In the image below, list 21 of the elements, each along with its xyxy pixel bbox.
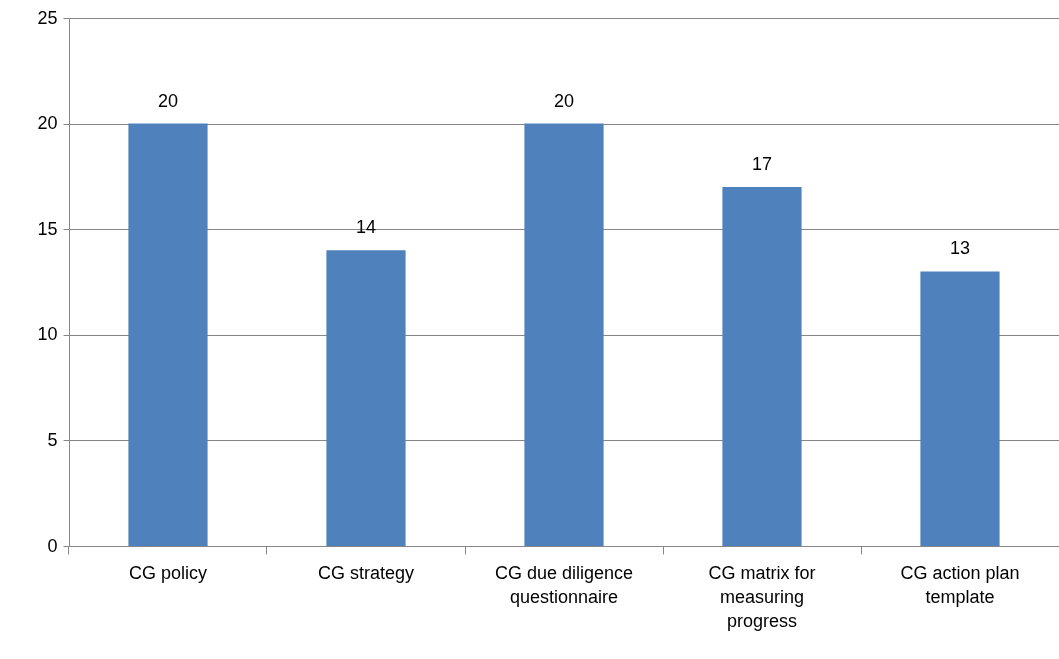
y-tick-label: 10 xyxy=(37,324,58,345)
data-label: 13 xyxy=(949,238,971,259)
y-tick-label: 25 xyxy=(37,7,58,28)
bar xyxy=(326,250,406,546)
data-label: 20 xyxy=(553,90,575,111)
x-tick-label: CG policy xyxy=(128,562,208,583)
y-tick-label: 0 xyxy=(47,535,58,556)
y-tick-label: 15 xyxy=(37,218,58,239)
data-label: 20 xyxy=(157,90,179,111)
bar xyxy=(128,123,208,546)
data-label: 17 xyxy=(751,153,773,174)
y-tick-label: 20 xyxy=(37,113,58,134)
y-tick-label: 5 xyxy=(47,429,58,450)
x-tick-label: CG due diligence questionnaire xyxy=(494,562,634,607)
data-label: 14 xyxy=(355,217,377,238)
bar xyxy=(920,271,1000,546)
x-tick-label: CG strategy xyxy=(317,562,415,583)
x-tick-label: CG action plan template xyxy=(900,562,1020,607)
bar xyxy=(524,123,604,546)
x-tick-label: CG matrix for measuring progress xyxy=(708,562,816,631)
bar xyxy=(722,186,802,546)
